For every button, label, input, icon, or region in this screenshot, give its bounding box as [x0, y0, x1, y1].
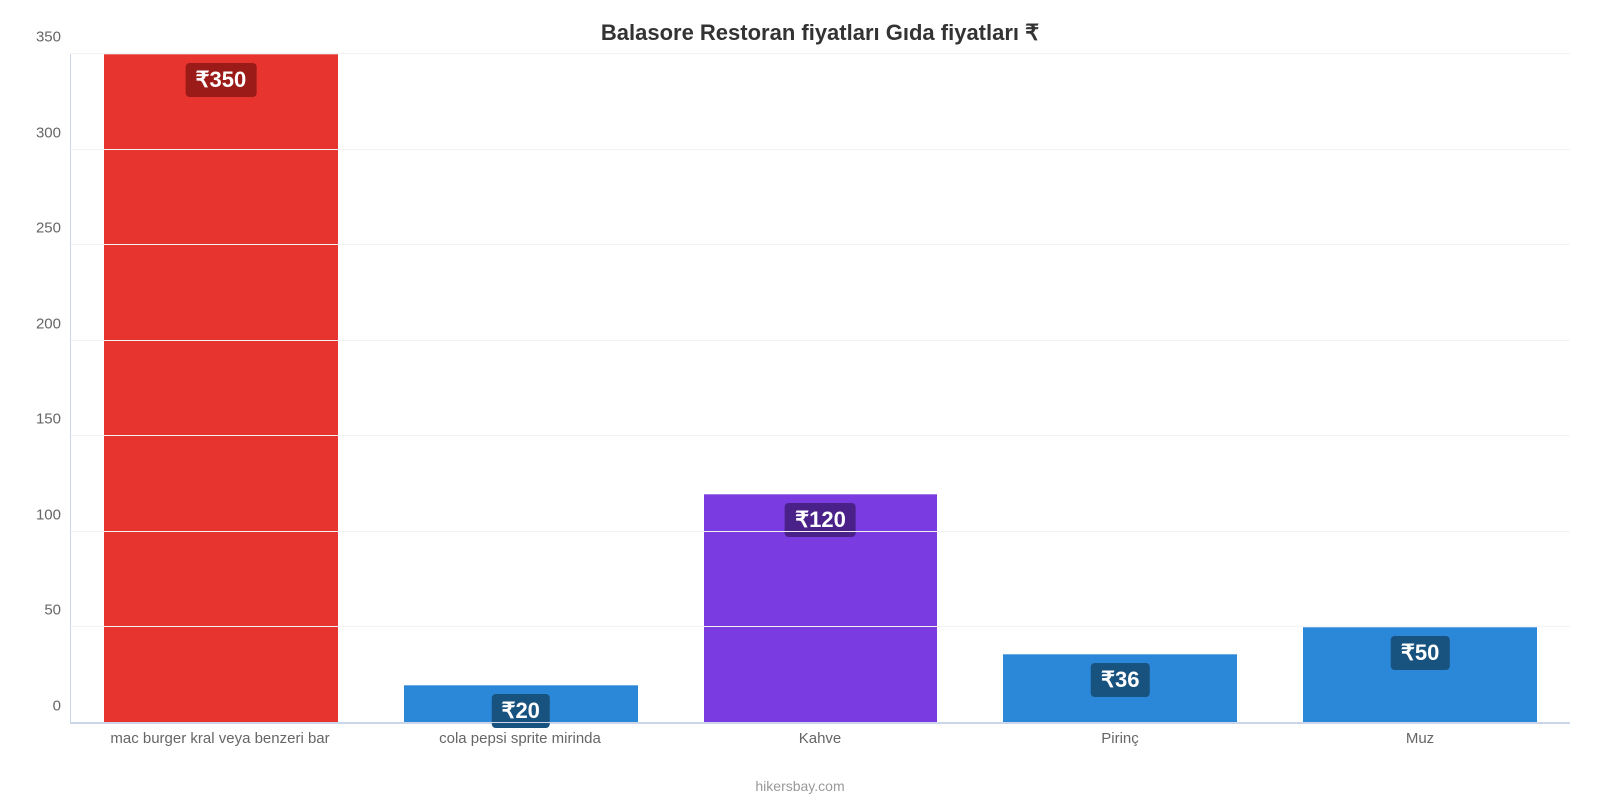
- bar-slot: ₹50: [1270, 54, 1570, 723]
- y-tick-label: 0: [53, 698, 71, 715]
- gridline: [71, 531, 1570, 532]
- gridline: [71, 244, 1570, 245]
- gridline: [71, 722, 1570, 723]
- x-axis-labels: mac burger kral veya benzeri barcola pep…: [70, 730, 1570, 747]
- value-badge: ₹36: [1091, 663, 1149, 697]
- y-tick-label: 350: [36, 29, 71, 46]
- bar: ₹350: [104, 54, 338, 723]
- bar: ₹20: [404, 685, 638, 723]
- plot-area: ₹350₹20₹120₹36₹50 050100150200250300350: [70, 54, 1570, 724]
- gridline: [71, 435, 1570, 436]
- gridline: [71, 340, 1570, 341]
- bar-slot: ₹350: [71, 54, 371, 723]
- value-badge: ₹350: [186, 63, 257, 97]
- chart-credit: hikersbay.com: [0, 778, 1600, 794]
- y-tick-label: 250: [36, 220, 71, 237]
- bar: ₹120: [704, 494, 938, 723]
- x-axis-label: cola pepsi sprite mirinda: [370, 730, 670, 747]
- bar-slot: ₹120: [671, 54, 971, 723]
- bar: ₹36: [1003, 654, 1237, 723]
- value-badge: ₹50: [1391, 636, 1449, 670]
- bar: ₹50: [1303, 627, 1537, 723]
- gridline: [71, 53, 1570, 54]
- y-tick-label: 300: [36, 124, 71, 141]
- x-axis-label: Kahve: [670, 730, 970, 747]
- y-tick-label: 150: [36, 411, 71, 428]
- bar-slot: ₹36: [970, 54, 1270, 723]
- chart-title: Balasore Restoran fiyatları Gıda fiyatla…: [70, 20, 1570, 46]
- y-tick-label: 50: [44, 602, 71, 619]
- gridline: [71, 149, 1570, 150]
- gridline: [71, 626, 1570, 627]
- x-axis-label: mac burger kral veya benzeri bar: [70, 730, 370, 747]
- x-axis-label: Pirinç: [970, 730, 1270, 747]
- bar-slot: ₹20: [371, 54, 671, 723]
- bars-container: ₹350 ₹20 ₹120 ₹36 ₹50: [71, 54, 1570, 723]
- y-tick-label: 100: [36, 506, 71, 523]
- x-axis-label: Muz: [1270, 730, 1570, 747]
- y-tick-label: 200: [36, 315, 71, 332]
- price-bar-chart: Balasore Restoran fiyatları Gıda fiyatla…: [0, 0, 1600, 800]
